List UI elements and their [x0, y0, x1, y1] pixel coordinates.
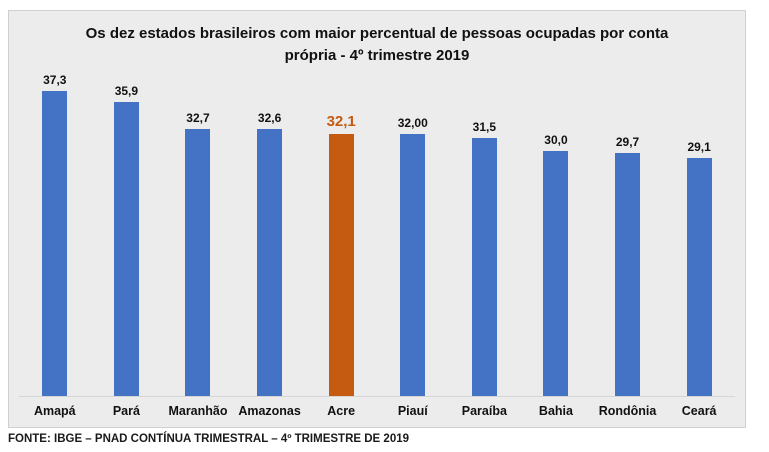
- chart-frame: Os dez estados brasileiros com maior per…: [8, 10, 746, 428]
- plot-area: 37,3 35,9 32,7 32,6 32,1 32,00 31,5 30,0 29,7 29,…: [19, 67, 735, 397]
- bar: [257, 129, 283, 396]
- bar-column: 35,9: [91, 67, 163, 396]
- bar: [686, 158, 712, 396]
- bar-highlighted: [328, 134, 354, 396]
- value-label: 30,0: [544, 133, 568, 147]
- value-label: 32,7: [186, 111, 210, 125]
- category-label: Amapá: [33, 404, 76, 418]
- category-label: Amazonas: [238, 404, 301, 418]
- value-label: 32,6: [257, 111, 282, 125]
- bar: [42, 91, 68, 396]
- value-label: 35,9: [114, 84, 139, 98]
- category-label: Pará: [112, 404, 140, 418]
- bar-column: 29,1: [663, 67, 735, 396]
- bar: [400, 134, 426, 396]
- bar-column: 30,0: [520, 67, 592, 396]
- bar: [185, 129, 211, 396]
- category-label: Bahia: [538, 404, 573, 418]
- bar-column: 32,6: [234, 67, 306, 396]
- bar-column: 37,3: [19, 67, 91, 396]
- category-label: Acre: [327, 404, 356, 418]
- value-label: 29,7: [615, 135, 640, 149]
- bar: [543, 151, 569, 396]
- value-label: 37,3: [43, 73, 67, 87]
- category-label: Maranhão: [168, 404, 228, 418]
- bar: [113, 102, 139, 396]
- bar-column: 31,5: [449, 67, 521, 396]
- value-label: 32,00: [397, 116, 428, 130]
- source-caption: FONTE: IBGE – PNAD CONTÍNUA TRIMESTRAL –…: [8, 433, 410, 445]
- chart-title: Os dez estados brasileiros com maior per…: [85, 25, 669, 64]
- value-label: 32,1: [326, 113, 356, 130]
- category-row: Amapá Pará Maranhão Amazonas Acre Piauí Paraíb…: [19, 397, 735, 427]
- bar-column: 32,7: [162, 67, 234, 396]
- value-label: 31,5: [472, 120, 497, 134]
- category-label: Rondônia: [598, 404, 657, 418]
- bar-column: 29,7: [592, 67, 664, 396]
- bar: [615, 153, 641, 396]
- category-label: Paraíba: [461, 404, 507, 418]
- bar-column: 32,1: [305, 67, 377, 396]
- value-label: 29,1: [687, 140, 711, 154]
- bar-column: 32,00: [377, 67, 449, 396]
- category-label: Piauí: [397, 404, 428, 418]
- bar: [471, 138, 497, 396]
- category-label: Ceará: [681, 404, 717, 418]
